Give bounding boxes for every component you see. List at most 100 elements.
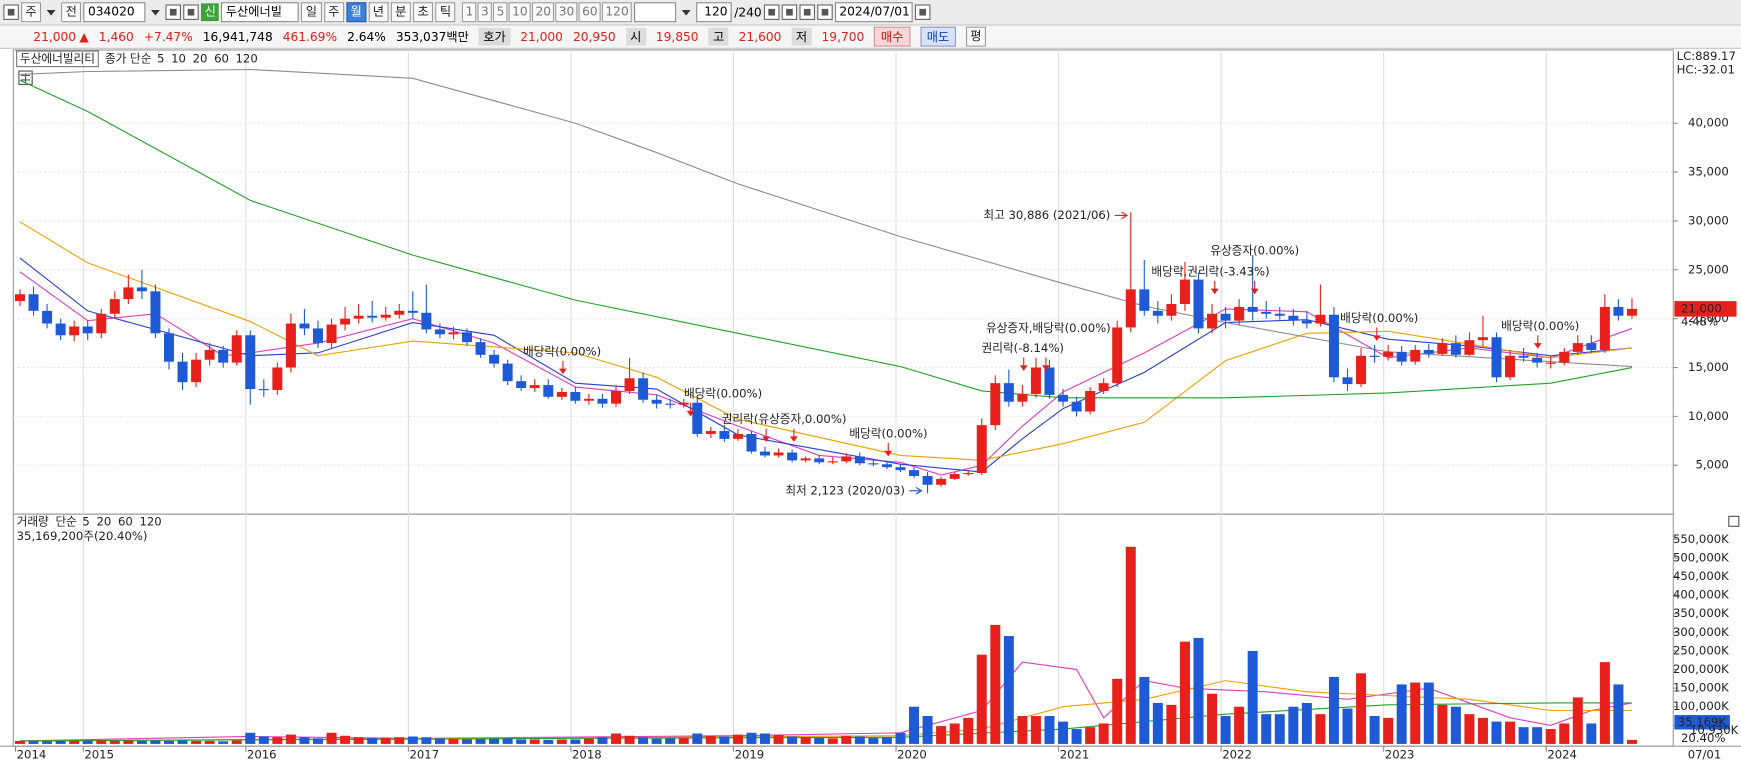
settings-button[interactable] xyxy=(817,4,833,20)
change-pct: +7.47% xyxy=(143,29,193,44)
interval-group: 1 3 5 10 20 30 60 120 xyxy=(462,2,633,23)
interval-button[interactable]: 1 xyxy=(462,2,477,23)
candle-body xyxy=(1477,337,1488,341)
dropdown-arrow[interactable] xyxy=(151,9,161,15)
event-label: 유상증자,배당락(0.00%) xyxy=(986,321,1111,335)
volume-bar xyxy=(1234,706,1245,744)
sell-button[interactable]: 매도 xyxy=(920,26,956,47)
volume-bar xyxy=(1301,703,1312,744)
volume-bar xyxy=(1450,706,1461,744)
interval-button[interactable]: 5 xyxy=(493,2,508,23)
sound-button[interactable] xyxy=(183,4,200,20)
volume-bar xyxy=(881,737,892,744)
candle-body xyxy=(407,310,418,313)
volume-bar xyxy=(1315,714,1326,744)
y-tick-label: 150,000K xyxy=(1673,681,1729,695)
volume-bar xyxy=(1369,716,1380,744)
buy-button[interactable]: 매수 xyxy=(874,26,911,47)
interval-button[interactable]: 20 xyxy=(532,2,555,23)
period-button[interactable]: 월 xyxy=(346,2,367,23)
tool-button[interactable] xyxy=(781,4,798,20)
volume-bar xyxy=(1437,704,1448,744)
date-label: 2018 xyxy=(572,748,602,762)
volume-bar xyxy=(218,741,229,744)
search-button[interactable] xyxy=(165,4,182,20)
event-label: 유상증자(0.00%) xyxy=(1210,243,1299,257)
y-tick-label: 30,000 xyxy=(1688,213,1729,227)
code-input[interactable]: 034020 xyxy=(83,2,146,23)
grid-icon-lines xyxy=(21,73,30,84)
candle-body xyxy=(1261,311,1272,314)
mode-button[interactable]: 주 xyxy=(21,2,42,23)
tool-button[interactable] xyxy=(763,4,780,20)
candle-body xyxy=(1179,279,1190,305)
date-label: 2014 xyxy=(17,748,47,762)
candle-body xyxy=(1098,383,1109,391)
candle-body xyxy=(936,478,947,485)
count-total: /240 xyxy=(734,4,762,20)
period-button[interactable]: 초 xyxy=(413,2,434,23)
layout-button[interactable] xyxy=(3,4,19,20)
period-button[interactable]: 년 xyxy=(368,2,389,23)
bid: 20,950 xyxy=(572,29,616,44)
candle-body xyxy=(96,313,107,334)
candle-body xyxy=(611,390,622,404)
interval-button[interactable]: 60 xyxy=(578,2,601,23)
period-button[interactable]: 주 xyxy=(323,2,344,23)
candle-body xyxy=(1450,343,1461,355)
candle-body xyxy=(1342,377,1353,385)
market-button[interactable]: 전 xyxy=(61,2,82,23)
candle-body xyxy=(746,433,757,452)
period-button[interactable]: 일 xyxy=(301,2,322,23)
period-button[interactable]: 틱 xyxy=(435,2,456,23)
volume-bar xyxy=(1166,704,1177,744)
volume-bar xyxy=(1003,636,1014,744)
candle-body xyxy=(1626,308,1637,316)
date-input[interactable]: 2024/07/01 xyxy=(834,2,913,23)
candle-body xyxy=(1356,355,1367,385)
hc-label: HC:-32.01 xyxy=(1677,62,1735,76)
avg-button[interactable]: 평 xyxy=(965,26,986,47)
volume-bar xyxy=(136,740,147,744)
interval-button[interactable]: 3 xyxy=(477,2,493,23)
interval-button[interactable]: 120 xyxy=(602,2,633,23)
volume-bar xyxy=(394,737,405,744)
candle-body xyxy=(1085,390,1096,412)
candle-body xyxy=(570,391,581,401)
volume-info: 35,169,200주(20.40%) xyxy=(17,529,148,543)
candle-body xyxy=(231,335,242,363)
low: 19,700 xyxy=(821,29,865,44)
legend-entry: 60 xyxy=(214,51,229,65)
volume-bar xyxy=(1559,723,1570,744)
legend-entry: 120 xyxy=(139,514,161,528)
volume-bar xyxy=(367,737,378,744)
candle-body xyxy=(990,383,1001,426)
save-button[interactable] xyxy=(799,4,815,20)
count-input[interactable]: 120 xyxy=(696,2,732,23)
candle-body xyxy=(285,323,296,368)
close-panel-button[interactable] xyxy=(1728,515,1740,527)
high: 21,600 xyxy=(738,29,782,44)
volume-bar xyxy=(434,738,445,744)
volume-bar xyxy=(854,736,865,744)
empty-select[interactable] xyxy=(634,2,677,23)
candle-body xyxy=(827,461,838,463)
dropdown-arrow[interactable] xyxy=(46,9,56,15)
volume-bar xyxy=(1626,739,1637,744)
candle-body xyxy=(136,287,147,292)
period-button[interactable]: 분 xyxy=(390,2,411,23)
volume-bar xyxy=(814,737,825,744)
volume-bar xyxy=(746,732,757,744)
last-price-label: 21,000 xyxy=(1681,301,1722,315)
ma-line xyxy=(19,68,1632,368)
dropdown-arrow[interactable] xyxy=(682,9,691,15)
ask: 21,000 xyxy=(520,29,563,44)
volume-bar xyxy=(1464,714,1475,744)
volume-bar xyxy=(1152,703,1163,744)
candle-body xyxy=(150,291,161,334)
candle-body xyxy=(760,451,771,456)
candle-body xyxy=(1030,367,1041,394)
interval-button[interactable]: 10 xyxy=(508,2,532,23)
calendar-button[interactable] xyxy=(914,4,931,20)
interval-button[interactable]: 30 xyxy=(555,2,578,23)
